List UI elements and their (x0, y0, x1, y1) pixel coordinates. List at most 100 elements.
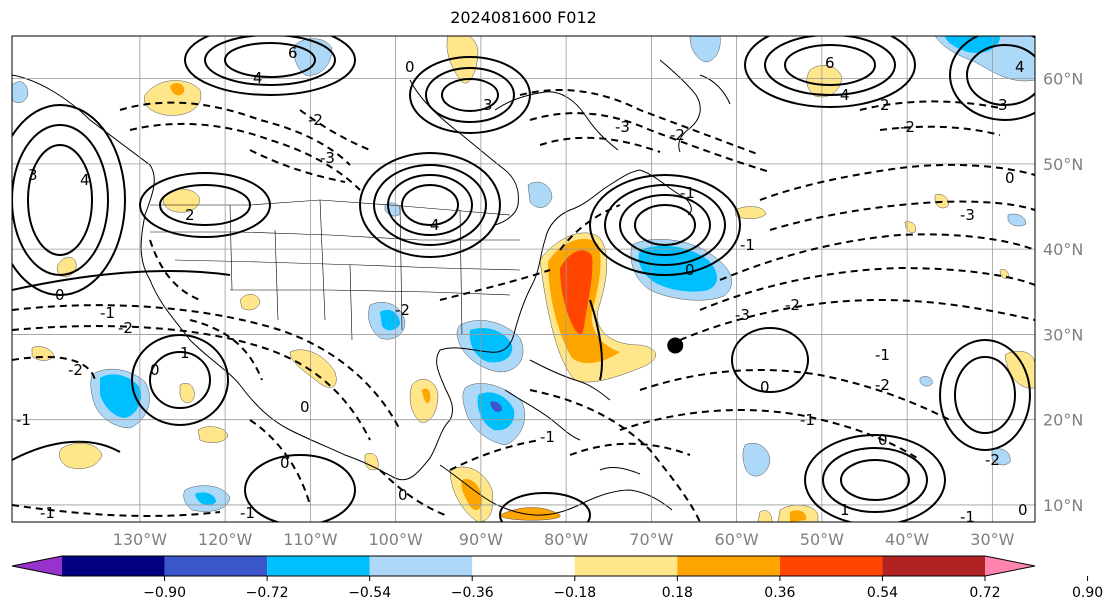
contour-label: 4 (1015, 58, 1025, 76)
map-frame (11, 35, 1036, 523)
contour-label: 0 (150, 361, 160, 379)
longitude-label: 80°W (544, 530, 588, 549)
colorbar-tick-label: 0.72 (969, 585, 1000, 601)
contour-label: 3 (998, 96, 1008, 114)
contour-label: 0 (1018, 501, 1028, 519)
state-borders (150, 199, 521, 341)
contour-label: 0 (405, 58, 415, 76)
contour-label: 4 (430, 216, 440, 234)
contour-label: 0 (55, 286, 65, 304)
contour-label: -3 (320, 149, 335, 167)
colorbar-tick-label: −0.72 (246, 585, 289, 601)
latitude-label: 10°N (1043, 496, 1083, 515)
contour-label: 6 (288, 44, 298, 62)
longitude-label: 30°W (970, 530, 1014, 549)
colorbar-segment (574, 556, 678, 576)
contour-label: 6 (825, 54, 835, 72)
storm-center-marker (667, 337, 684, 354)
contour-label: 0 (685, 261, 695, 279)
contour-label: -2 (118, 319, 133, 337)
contour-label: -2 (670, 126, 685, 144)
colorbar-extend-high (985, 556, 1035, 576)
contour-label: 1 (840, 501, 850, 519)
colorbar-segment (164, 556, 268, 576)
contour-label: 0 (878, 431, 888, 449)
dashed-contours (12, 89, 1035, 522)
contour-label: -3 (735, 306, 750, 324)
longitude-label: 100°W (368, 530, 423, 549)
contour-labels: 6 4 3 6 4 2 3 4 2 4 -3 -2 -3 -2 -1 -1 0 … (16, 44, 1028, 526)
solid-contours (12, 36, 1035, 522)
contour-label: -2 (875, 376, 890, 394)
colorbar-segment (779, 556, 883, 576)
contour-label: -2 (395, 301, 410, 319)
contour-label: -1 (100, 304, 115, 322)
map-title: 2024081600 F012 (450, 8, 597, 27)
contour-label: -1 (875, 346, 890, 364)
colorbar-tick-label: −0.54 (348, 585, 391, 601)
contour-label: -1 (40, 504, 55, 522)
longitude-label: 70°W (629, 530, 673, 549)
longitude-labels: 130°W 120°W 110°W 100°W 90°W 80°W 70°W 60°W 50°W… (113, 530, 1015, 549)
contour-label: 4 (80, 171, 90, 189)
latitude-label: 60°N (1043, 70, 1083, 89)
contour-label: 0 (760, 378, 770, 396)
contour-label: -2 (308, 111, 323, 129)
contour-label: 2 (880, 96, 890, 114)
contour-label: 0 (280, 454, 290, 472)
latitude-labels: 10°N 20°N 30°N 40°N 50°N 60°N (1043, 70, 1083, 515)
contour-label: 2 (185, 206, 195, 224)
contour-label: -2 (68, 361, 83, 379)
contour-label: 4 (840, 86, 850, 104)
colorbar-tick-label: 0.90 (1072, 585, 1103, 601)
colorbar-tick-label: −0.90 (143, 585, 186, 601)
contour-label: -1 (540, 428, 555, 446)
contour-label: -1 (960, 508, 975, 526)
longitude-label: 110°W (283, 530, 338, 549)
latitude-label: 50°N (1043, 155, 1083, 174)
contour-label: -1 (240, 504, 255, 522)
longitude-label: 40°W (885, 530, 929, 549)
graticule (12, 36, 1035, 522)
colorbar-extend-low (12, 556, 62, 576)
colorbar-segment (472, 556, 575, 576)
contour-label: 4 (253, 69, 263, 87)
contour-label: -2 (985, 451, 1000, 469)
colorbar-segment (267, 556, 370, 576)
contour-label: -3 (960, 206, 975, 224)
longitude-label: 90°W (459, 530, 503, 549)
contour-label: 0 (398, 486, 408, 504)
contour-label: 0 (1005, 169, 1015, 187)
colorbar-tick-label: −0.18 (553, 585, 596, 601)
contour-label: -1 (680, 184, 695, 202)
longitude-label: 120°W (198, 530, 253, 549)
latitude-label: 40°N (1043, 240, 1083, 259)
colorbar-tick-label: 0.54 (867, 585, 898, 601)
latitude-label: 30°N (1043, 325, 1083, 344)
latitude-label: 20°N (1043, 411, 1083, 430)
contour-label: -1 (740, 236, 755, 254)
contour-label: -2 (785, 296, 800, 314)
contour-label: -3 (615, 118, 630, 136)
contour-label: -1 (800, 411, 815, 429)
longitude-label: 60°W (715, 530, 759, 549)
colorbar: −0.90 −0.72 −0.54 −0.36 −0.18 0.18 0.36 0.54 0.7… (11, 555, 1103, 601)
colorbar-tick-label: 0.18 (662, 585, 693, 601)
colorbar-segment (882, 556, 985, 576)
contour-label: 3 (28, 166, 38, 184)
contour-label: -1 (16, 411, 31, 429)
colorbar-outline (11, 555, 1036, 577)
contour-label: 3 (483, 96, 493, 114)
colorbar-tick-label: −0.36 (451, 585, 494, 601)
contour-label: 0 (300, 398, 310, 416)
colorbar-segment (62, 556, 165, 576)
colorbar-tick-label: 0.36 (764, 585, 795, 601)
map-panel: 6 4 3 6 4 2 3 4 2 4 -3 -2 -3 -2 -1 -1 0 … (12, 36, 1035, 526)
longitude-label: 130°W (113, 530, 168, 549)
contour-label: -2 (900, 118, 915, 136)
contour-label: 1 (180, 344, 190, 362)
colorbar-segment (369, 556, 473, 576)
colorbar-segment (677, 556, 780, 576)
longitude-label: 50°W (800, 530, 844, 549)
